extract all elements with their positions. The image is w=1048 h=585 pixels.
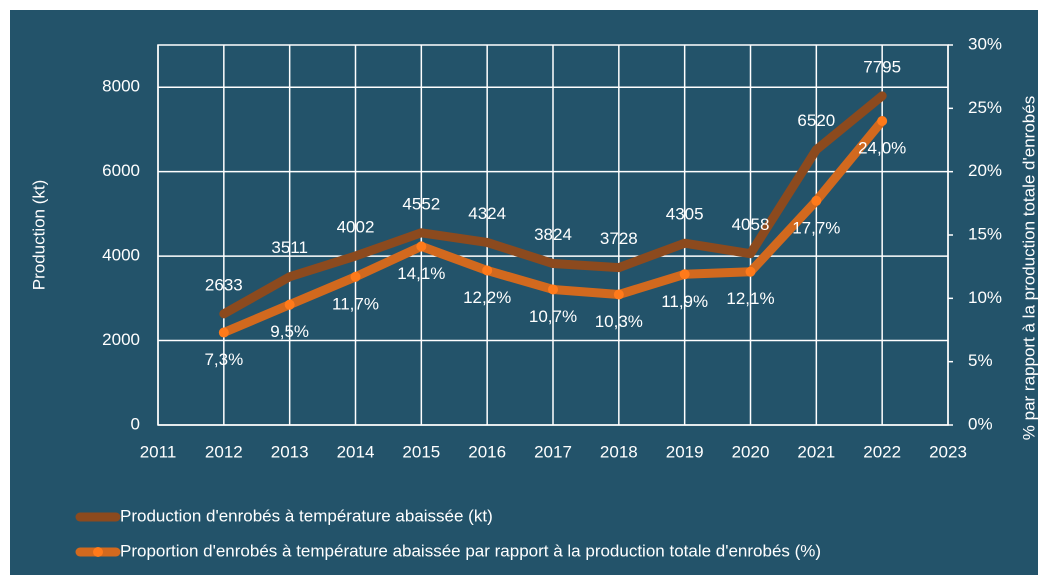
data-label: 4058 (732, 215, 770, 234)
data-label: 6520 (797, 111, 835, 130)
x-tick-label: 2019 (666, 442, 704, 461)
data-label: 12,1% (726, 289, 774, 308)
data-label: 7795 (863, 57, 901, 76)
y-tick-label: 6000 (102, 161, 140, 180)
data-label: 7,3% (204, 350, 243, 369)
y2-tick-label: 20% (968, 161, 1002, 180)
y-tick-label: 0 (131, 414, 140, 433)
data-label: 11,9% (661, 292, 708, 311)
marker (416, 241, 427, 252)
y2-tick-label: 30% (968, 34, 1002, 53)
y2-tick-label: 25% (968, 98, 1002, 117)
data-label: 4305 (666, 205, 704, 224)
legend-label: Production d'enrobés à température abais… (120, 506, 493, 525)
x-tick-label: 2016 (468, 442, 506, 461)
data-label: 3728 (600, 229, 638, 248)
data-label: 3824 (534, 225, 572, 244)
data-label: 17,7% (792, 218, 840, 237)
x-tick-label: 2015 (402, 442, 440, 461)
data-label: 10,3% (595, 312, 643, 331)
x-tick-label: 2017 (534, 442, 572, 461)
x-tick-label: 2018 (600, 442, 638, 461)
data-label: 14,1% (397, 264, 445, 283)
data-label: 4552 (402, 194, 440, 213)
y2-tick-label: 0% (968, 414, 993, 433)
data-label: 10,7% (529, 307, 577, 326)
y2-tick-label: 10% (968, 288, 1002, 307)
data-label: 3511 (271, 238, 308, 257)
x-tick-label: 2013 (271, 442, 309, 461)
data-label: 24,0% (858, 138, 906, 157)
x-tick-label: 2020 (732, 442, 770, 461)
y2-tick-label: 15% (968, 224, 1002, 243)
data-label: 9,5% (270, 322, 309, 341)
x-tick-label: 2014 (337, 442, 375, 461)
marker (350, 271, 361, 282)
data-label: 2633 (205, 275, 243, 294)
x-tick-label: 2023 (929, 442, 967, 461)
y2-tick-label: 5% (968, 351, 993, 370)
y-axis-title: Production (kt) (29, 180, 48, 291)
series-line (219, 91, 887, 319)
y2-axis-title: % par rapport à la production totale d'e… (1019, 96, 1038, 440)
x-tick-label: 2011 (140, 442, 177, 461)
y-tick-label: 8000 (102, 77, 140, 96)
marker (877, 116, 888, 126)
marker (679, 269, 690, 280)
marker (482, 265, 493, 276)
marker (218, 327, 229, 338)
data-label: 11,7% (332, 294, 379, 313)
x-tick-label: 2022 (863, 442, 901, 461)
marker (548, 284, 558, 295)
x-tick-label: 2012 (205, 442, 243, 461)
marker (613, 289, 624, 300)
legend-label: Proportion d'enrobés à température abais… (120, 541, 821, 560)
x-tick-label: 2021 (797, 442, 835, 461)
marker (284, 299, 295, 310)
y-tick-label: 2000 (102, 330, 140, 349)
marker (745, 266, 756, 277)
y-tick-label: 4000 (102, 246, 140, 265)
data-label: 4002 (337, 218, 375, 237)
data-label: 12,2% (463, 288, 511, 307)
data-label: 4324 (468, 204, 506, 223)
legend-marker (93, 547, 103, 557)
marker (811, 195, 822, 206)
